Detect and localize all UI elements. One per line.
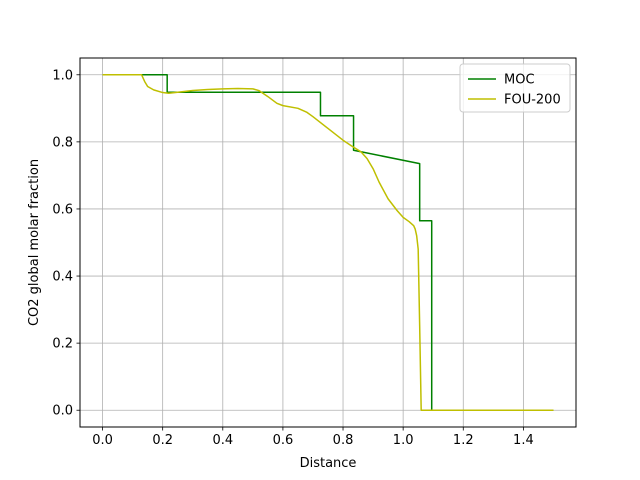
legend-label: FOU-200 [504, 93, 561, 108]
y-tick-label: 1.0 [52, 68, 73, 83]
x-tick-label: 1.2 [453, 433, 474, 448]
legend: MOC FOU-200 [459, 63, 571, 113]
y-tick-label: 0.6 [52, 202, 73, 217]
x-tick-label: 1.0 [393, 433, 414, 448]
y-axis-label: CO2 global molar fraction [27, 159, 42, 326]
y-tick-label: 0.2 [52, 337, 73, 352]
series-layer [102, 74, 554, 411]
x-tick-label: 1.4 [513, 433, 534, 448]
legend-label: MOC [504, 73, 535, 88]
x-axis-label: Distance [300, 456, 357, 471]
legend-box [459, 63, 571, 113]
series-line-moc [102, 74, 554, 411]
y-tick-label: 0.4 [52, 270, 73, 285]
grid-layer [80, 58, 576, 427]
series-line-fou-200 [102, 74, 554, 411]
x-tick-label: 0.0 [92, 433, 113, 448]
y-tick-label: 0.8 [52, 135, 73, 150]
plot-frame [79, 57, 577, 428]
tick-layer: 0.0 0.2 0.4 0.6 0.8 1.0 1.2 1.4 0.0 0.2 0.4 0.6 0.8 1… [52, 68, 533, 448]
x-tick-label: 0.2 [152, 433, 173, 448]
x-tick-label: 0.8 [333, 433, 354, 448]
y-tick-label: 0.0 [52, 404, 73, 419]
x-tick-label: 0.6 [273, 433, 294, 448]
x-tick-label: 0.4 [212, 433, 233, 448]
